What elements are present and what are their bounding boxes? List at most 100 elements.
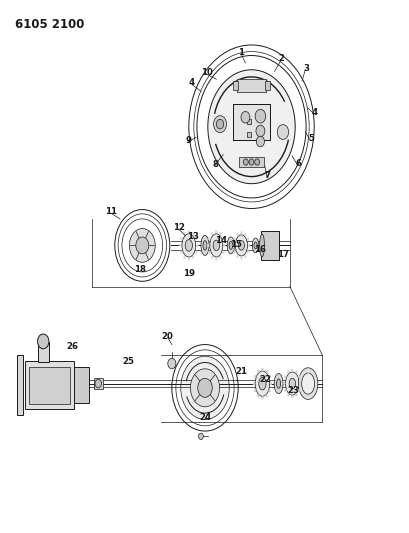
Text: 26: 26 xyxy=(66,342,78,351)
Circle shape xyxy=(256,136,264,147)
Ellipse shape xyxy=(235,235,247,256)
Ellipse shape xyxy=(185,240,192,251)
Ellipse shape xyxy=(259,234,264,257)
Circle shape xyxy=(253,389,256,392)
Circle shape xyxy=(256,370,259,373)
Circle shape xyxy=(197,378,212,397)
Circle shape xyxy=(196,244,198,247)
Circle shape xyxy=(283,375,286,378)
Circle shape xyxy=(240,256,242,260)
Circle shape xyxy=(255,125,264,137)
Circle shape xyxy=(183,232,185,235)
Circle shape xyxy=(261,396,263,399)
Circle shape xyxy=(190,369,219,407)
Circle shape xyxy=(129,229,155,262)
Ellipse shape xyxy=(254,371,269,396)
Circle shape xyxy=(180,251,182,254)
Circle shape xyxy=(95,379,101,388)
Bar xyxy=(260,231,278,260)
Ellipse shape xyxy=(227,237,234,254)
Circle shape xyxy=(233,250,236,253)
Text: 6105 2100: 6105 2100 xyxy=(15,18,84,30)
Circle shape xyxy=(222,244,225,247)
Circle shape xyxy=(207,244,209,247)
Circle shape xyxy=(180,237,182,240)
Text: 17: 17 xyxy=(276,250,288,259)
Circle shape xyxy=(297,375,300,378)
Bar xyxy=(38,342,49,362)
Bar xyxy=(239,157,263,167)
Text: 13: 13 xyxy=(187,232,198,241)
Circle shape xyxy=(215,257,217,261)
Circle shape xyxy=(232,244,234,247)
Circle shape xyxy=(216,119,223,129)
Ellipse shape xyxy=(285,372,299,395)
Ellipse shape xyxy=(209,234,222,257)
Circle shape xyxy=(195,237,197,240)
Circle shape xyxy=(247,244,249,247)
Bar xyxy=(29,367,70,403)
Text: 12: 12 xyxy=(172,223,184,232)
Circle shape xyxy=(219,256,221,259)
Circle shape xyxy=(38,334,49,349)
Circle shape xyxy=(187,230,190,233)
Circle shape xyxy=(213,116,226,133)
Ellipse shape xyxy=(207,70,294,184)
Circle shape xyxy=(191,256,194,259)
Ellipse shape xyxy=(276,379,280,389)
Circle shape xyxy=(294,393,297,397)
Circle shape xyxy=(294,370,297,374)
Ellipse shape xyxy=(202,241,207,250)
Ellipse shape xyxy=(298,368,317,399)
Circle shape xyxy=(282,382,285,385)
Text: 18: 18 xyxy=(134,265,146,273)
Ellipse shape xyxy=(288,378,295,389)
Text: 20: 20 xyxy=(161,332,173,341)
Text: 22: 22 xyxy=(259,375,271,384)
Circle shape xyxy=(286,370,289,374)
Text: 4: 4 xyxy=(310,108,317,117)
Text: 1: 1 xyxy=(238,48,244,57)
Bar xyxy=(236,79,265,92)
Circle shape xyxy=(265,394,267,398)
Circle shape xyxy=(265,370,267,373)
Circle shape xyxy=(243,255,246,258)
Circle shape xyxy=(208,251,210,254)
Circle shape xyxy=(254,159,259,165)
Circle shape xyxy=(246,250,249,253)
Text: 9: 9 xyxy=(185,136,191,146)
Circle shape xyxy=(211,232,213,235)
Circle shape xyxy=(268,389,270,392)
Circle shape xyxy=(180,356,229,419)
Circle shape xyxy=(253,375,256,378)
Circle shape xyxy=(290,395,293,398)
Circle shape xyxy=(187,257,190,261)
Ellipse shape xyxy=(274,374,282,393)
Bar xyxy=(247,132,250,138)
Bar xyxy=(265,82,270,90)
Circle shape xyxy=(268,375,270,378)
Circle shape xyxy=(243,159,248,165)
Ellipse shape xyxy=(213,240,219,251)
Text: 3: 3 xyxy=(302,63,308,72)
Circle shape xyxy=(208,237,210,240)
Circle shape xyxy=(286,393,289,397)
Ellipse shape xyxy=(301,373,314,394)
Ellipse shape xyxy=(258,377,265,390)
Text: 21: 21 xyxy=(235,367,247,376)
Circle shape xyxy=(167,358,175,369)
Circle shape xyxy=(211,256,213,259)
Circle shape xyxy=(283,389,286,392)
Circle shape xyxy=(290,369,293,372)
Circle shape xyxy=(236,233,238,236)
Circle shape xyxy=(249,159,253,165)
Text: 11: 11 xyxy=(105,207,117,216)
Circle shape xyxy=(246,238,249,241)
Text: 19: 19 xyxy=(182,269,194,278)
Text: 16: 16 xyxy=(253,245,265,254)
Text: 24: 24 xyxy=(199,413,211,422)
Circle shape xyxy=(240,111,249,123)
Ellipse shape xyxy=(200,236,209,255)
Text: 23: 23 xyxy=(286,386,299,395)
Bar xyxy=(232,82,237,90)
